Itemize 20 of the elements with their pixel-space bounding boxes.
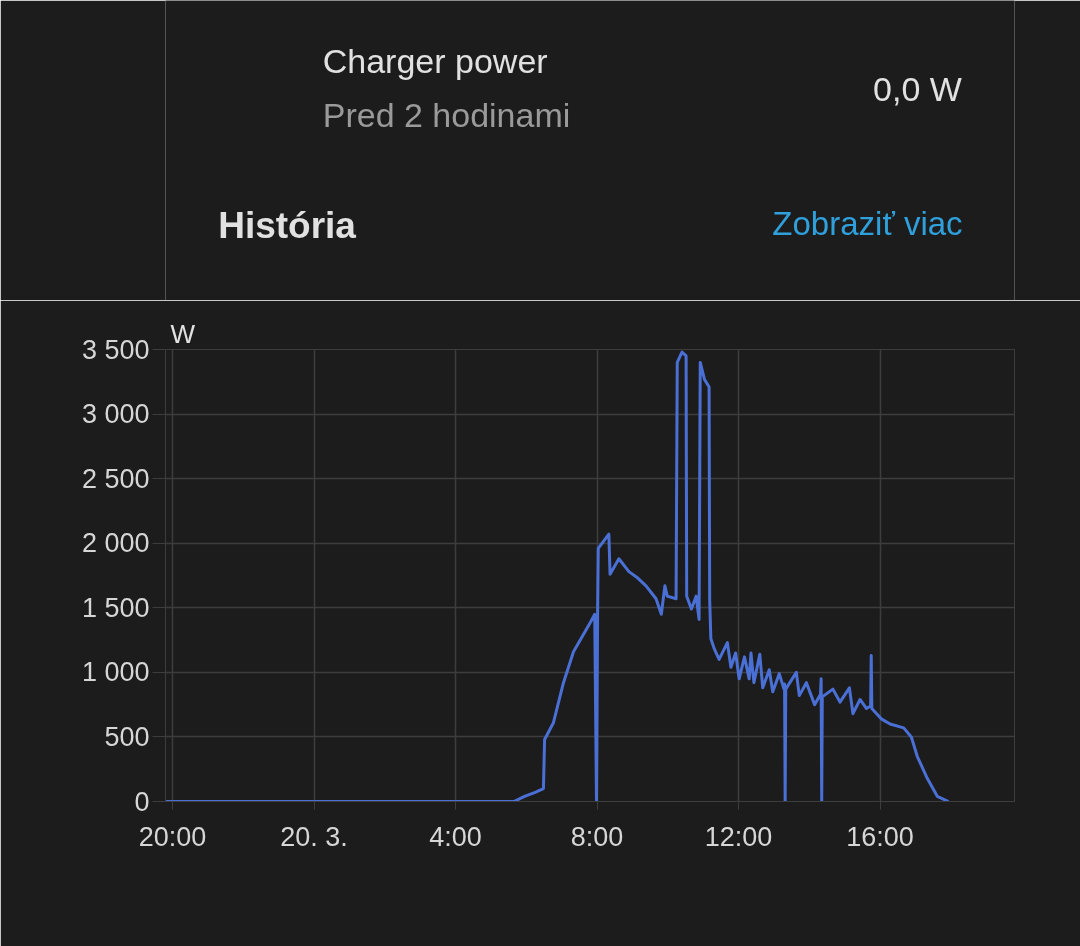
x-tick-label: 20. 3. xyxy=(280,821,348,852)
x-tick-label: 16:00 xyxy=(846,821,914,852)
y-tick-label: 500 xyxy=(104,721,150,752)
x-tick-label: 8:00 xyxy=(570,821,624,852)
y-tick-label: 2 500 xyxy=(81,463,150,494)
x-tick-label: 12:00 xyxy=(704,821,773,852)
y-tick-label: 3 000 xyxy=(81,399,150,430)
y-tick-label: 2 000 xyxy=(81,528,150,559)
x-tick-label: 20:00 xyxy=(138,821,207,852)
text: Zobraziť viac xyxy=(772,205,963,242)
text: História xyxy=(218,205,357,246)
text: 0,0 W xyxy=(873,69,962,108)
chart-title: Charger power xyxy=(322,41,548,80)
y-tick-label: 3 500 xyxy=(81,334,150,365)
y-tick-label: 0 xyxy=(134,786,150,817)
chart-subtitle: Pred 2 hodinami xyxy=(322,95,571,134)
y-tick-label: 1 000 xyxy=(81,657,150,688)
y-axis-title: W xyxy=(170,318,196,349)
y-tick-label: 1 500 xyxy=(81,592,150,623)
x-tick-label: 4:00 xyxy=(429,821,482,852)
